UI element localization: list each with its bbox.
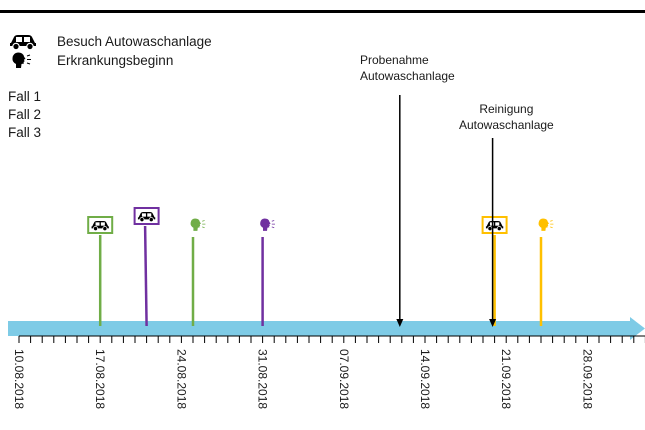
date-label: 14.09.2018 <box>418 349 432 409</box>
marker-arrow-2 <box>489 138 497 327</box>
event-sick-3 <box>259 218 276 326</box>
legend-sick-label: Erkrankungsbeginn <box>57 52 174 68</box>
timeline-bar <box>8 321 634 336</box>
marker-arrow-1 <box>396 95 404 327</box>
date-label: 10.08.2018 <box>12 349 26 409</box>
sick-head-icon <box>190 218 206 232</box>
case-label-3: Fall 3 <box>8 125 42 140</box>
sampling-line-1: Probenahme <box>360 53 429 67</box>
date-label: 07.09.2018 <box>337 349 351 409</box>
event-sick-2 <box>190 218 206 326</box>
case-label-1: Fall 1 <box>8 89 42 104</box>
date-label: 28.09.2018 <box>580 349 594 409</box>
date-label: 24.08.2018 <box>174 349 188 409</box>
legend-car-row: Besuch Autowaschanlage <box>8 32 212 50</box>
event-sick-5 <box>538 218 554 326</box>
sick-head-icon <box>259 218 276 232</box>
cleaning-annotation: Reinigung Autowaschanlage <box>459 101 554 133</box>
event-stem <box>143 225 148 327</box>
sampling-line-2: Autowaschanlage <box>360 69 455 83</box>
case-label-2: Fall 2 <box>8 107 42 122</box>
legend-car-label: Besuch Autowaschanlage <box>57 33 212 49</box>
top-rule <box>0 10 645 13</box>
date-label: 31.08.2018 <box>256 349 270 409</box>
cleaning-line-2: Autowaschanlage <box>459 118 554 132</box>
event-car-4 <box>481 216 508 326</box>
cleaning-line-1: Reinigung <box>479 102 534 116</box>
sampling-annotation: Probenahme Autowaschanlage <box>360 52 455 84</box>
timeline-arrowhead <box>630 317 645 340</box>
date-label: 17.08.2018 <box>93 349 107 409</box>
event-car-1 <box>133 207 160 327</box>
date-label: 21.09.2018 <box>499 349 513 409</box>
event-car-0 <box>87 216 114 326</box>
legend-sick-row: Erkrankungsbeginn <box>8 51 173 69</box>
sick-head-icon <box>538 218 554 232</box>
